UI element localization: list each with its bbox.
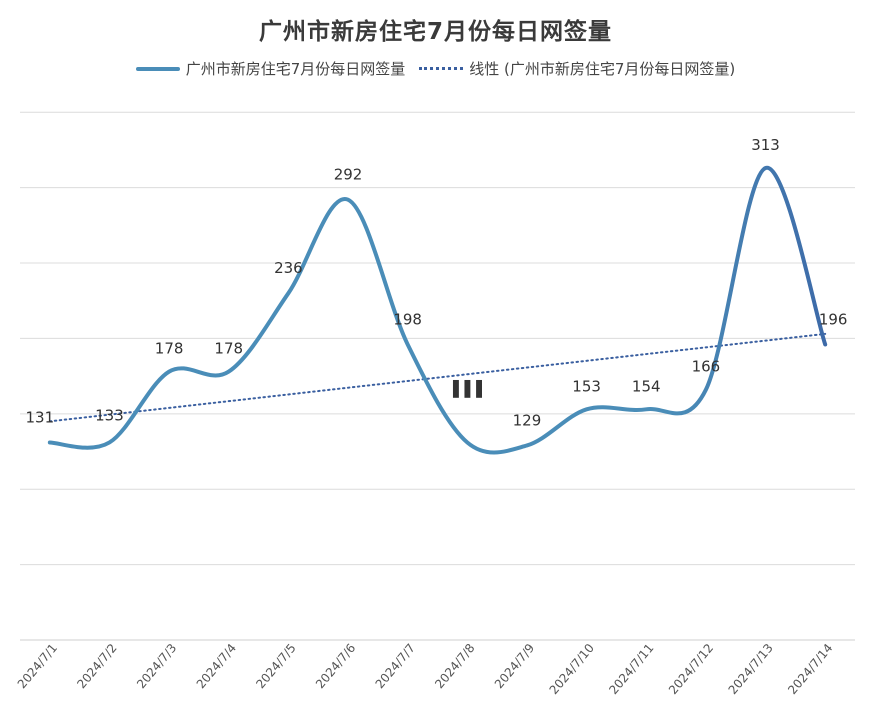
data-label: 178 bbox=[214, 340, 243, 358]
chart-legend: 广州市新房住宅7月份每日网签量 线性 (广州市新房住宅7月份每日网签量) bbox=[0, 58, 871, 79]
data-label: 178 bbox=[155, 340, 184, 358]
data-label: 154 bbox=[632, 377, 661, 395]
data-label: 131 bbox=[26, 408, 55, 426]
x-tick-label: 2024/7/11 bbox=[606, 641, 656, 697]
x-tick-label: 2024/7/14 bbox=[785, 641, 835, 697]
x-tick-label: 2024/7/4 bbox=[194, 641, 239, 691]
legend-item-trendline: 线性 (广州市新房住宅7月份每日网签量) bbox=[419, 58, 735, 79]
trendline bbox=[48, 332, 827, 423]
data-label: 198 bbox=[393, 310, 422, 328]
legend-item-series: 广州市新房住宅7月份每日网签量 bbox=[135, 58, 406, 79]
legend-swatch-series bbox=[135, 66, 180, 71]
data-label: 166 bbox=[692, 358, 721, 376]
x-tick-label: 2024/7/3 bbox=[134, 641, 179, 691]
x-tick-label: 2024/7/1 bbox=[15, 641, 60, 691]
x-tick-label: 2024/7/7 bbox=[373, 641, 418, 691]
x-tick-label: 2024/7/12 bbox=[666, 641, 716, 697]
series-path bbox=[47, 166, 828, 455]
gridlines bbox=[20, 111, 855, 566]
x-tick-label: 2024/7/2 bbox=[74, 641, 119, 691]
data-label: 292 bbox=[334, 166, 363, 184]
x-tick-label: 2024/7/9 bbox=[492, 641, 537, 691]
data-label: 313 bbox=[751, 136, 780, 154]
x-tick-label: 2024/7/5 bbox=[253, 641, 298, 691]
legend-label-trendline: 线性 (广州市新房住宅7月份每日网签量) bbox=[469, 60, 736, 78]
obscured-label: ▌▌▌ bbox=[452, 379, 488, 398]
x-tick-label: 2024/7/8 bbox=[432, 641, 477, 691]
x-tick-label: 2024/7/6 bbox=[313, 641, 358, 691]
x-tick-label: 2024/7/13 bbox=[726, 641, 776, 697]
trendline-path bbox=[48, 332, 827, 423]
data-label: 153 bbox=[572, 377, 601, 395]
data-label: 133 bbox=[95, 406, 124, 424]
chart-title: 广州市新房住宅7月份每日网签量 bbox=[258, 19, 612, 45]
data-label: 236 bbox=[274, 259, 303, 277]
obscured-data-label: ▌▌▌ bbox=[452, 379, 488, 398]
x-tick-labels: 2024/7/1 2024/7/2 2024/7/3 2024/7/4 2024/7/5… bbox=[15, 641, 836, 697]
legend-label-series: 广州市新房住宅7月份每日网签量 bbox=[185, 60, 406, 78]
data-label: 196 bbox=[819, 310, 848, 328]
x-tick-label: 2024/7/10 bbox=[547, 641, 597, 697]
data-labels: 131 133 178 178 236 292 198 129 153 154 166 313 196 bbox=[26, 136, 848, 429]
legend-swatch-trendline bbox=[419, 67, 464, 70]
data-label: 129 bbox=[513, 411, 542, 429]
series-line bbox=[47, 166, 828, 455]
